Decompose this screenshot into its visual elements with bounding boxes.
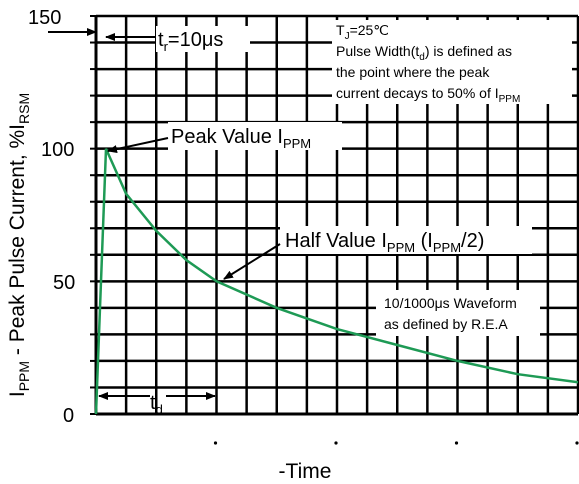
y-tick-label-150: 150	[28, 7, 61, 29]
x-axis-title: -Time	[279, 460, 332, 483]
pulse-width-line1: Pulse Width(td) is defined as	[336, 43, 512, 63]
pulse-width-line3: current decays to 50% of IPPM	[336, 85, 520, 105]
half-value-arrow	[223, 243, 281, 280]
peak-value-label: Peak Value IPPM	[171, 126, 311, 151]
x-tick-mark	[575, 441, 579, 445]
y-tick-label-50: 50	[53, 272, 75, 294]
peak-arrow	[107, 137, 169, 154]
tj-label: TJ=25℃	[336, 22, 389, 42]
tr-label: tr=10μs	[158, 29, 223, 54]
y-tick-label-0: 0	[63, 405, 74, 427]
half-value-label: Half Value IPPM (IPPM/2)	[285, 230, 484, 255]
x-tick-mark	[213, 441, 218, 445]
waveform-note-line1: 10/1000μs Waveform	[384, 295, 517, 311]
pulse-width-line2: the point where the peak	[336, 64, 490, 80]
y-axis-title: IPPM - Peak Pulse Current, %IRSM	[6, 93, 32, 397]
waveform-line	[94, 148, 579, 415]
x-tick-mark	[454, 441, 459, 445]
td-label: td	[150, 392, 163, 417]
waveform-note-line2: as defined by R.E.A	[384, 316, 508, 332]
x-tick-mark	[334, 441, 338, 445]
y-tick-label-100: 100	[41, 139, 74, 161]
